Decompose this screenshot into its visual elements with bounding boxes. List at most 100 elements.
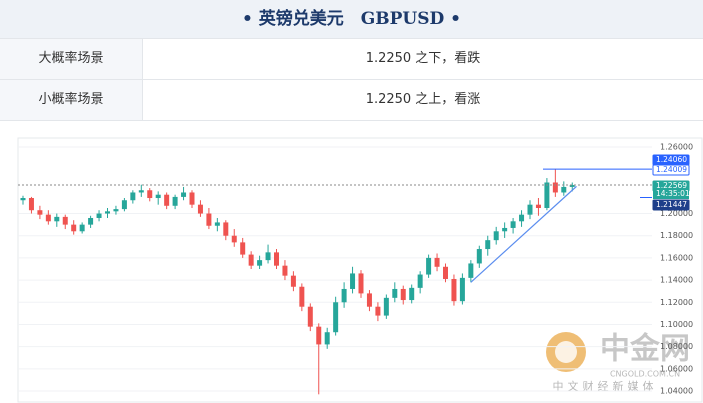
- candle-body: [324, 332, 330, 345]
- candle-body: [350, 273, 356, 289]
- candle-body: [527, 204, 533, 215]
- y-tick-label: 1.08000: [660, 342, 693, 351]
- candle-body: [552, 182, 558, 193]
- candle-body: [502, 227, 508, 232]
- candle-body: [400, 288, 406, 301]
- candle-body: [493, 231, 499, 241]
- watermark: 中金网 CNGOLD.COM.CN 中文财经新媒体: [546, 332, 690, 393]
- candle-body: [121, 200, 127, 210]
- candle-body: [358, 273, 364, 294]
- y-tick-label: 1.26000: [660, 143, 693, 152]
- chart-frame: [17, 137, 703, 403]
- candle-body: [138, 190, 144, 193]
- candle-body: [181, 192, 187, 197]
- watermark-tagline: 中文财经新媒体: [553, 379, 658, 393]
- cell: 小概率场景: [0, 80, 143, 120]
- y-tick-label: 1.18000: [660, 231, 693, 240]
- watermark-site: CNGOLD.COM.CN: [610, 370, 680, 379]
- candle-body: [366, 293, 372, 307]
- candle-body: [45, 214, 51, 222]
- candle-body: [164, 194, 170, 206]
- candle-body: [147, 190, 153, 199]
- candle-body: [341, 288, 347, 303]
- candle-body: [88, 217, 94, 225]
- candle-body: [113, 209, 119, 212]
- candle-body: [535, 204, 541, 208]
- candle-body: [155, 194, 161, 199]
- candle-body: [62, 216, 68, 225]
- candle-body: [299, 286, 305, 307]
- candle-body: [459, 277, 465, 302]
- divider: [0, 120, 703, 121]
- y-tick-label: 1.12000: [660, 298, 693, 307]
- candle-body: [434, 257, 440, 267]
- candle-body: [307, 306, 313, 327]
- cell: 1.2250 之下，看跌: [365, 51, 481, 66]
- candle-body: [197, 204, 203, 214]
- candle-body: [257, 260, 263, 266]
- candle-body: [248, 254, 254, 266]
- candle-body: [485, 240, 491, 250]
- y-tick-label: 1.04000: [660, 387, 693, 396]
- candle-body: [214, 222, 220, 226]
- candle-body: [476, 249, 482, 264]
- candle-body: [172, 196, 178, 206]
- candle-body: [544, 182, 550, 208]
- candle-body: [333, 302, 339, 333]
- price-label: 1.24060: [656, 155, 687, 164]
- y-tick-label: 1.20000: [660, 209, 693, 218]
- candle-body: [54, 216, 60, 222]
- candle-body: [206, 213, 212, 226]
- price-label: 1.22569: [656, 181, 687, 190]
- y-tick-label: 1.14000: [660, 276, 693, 285]
- candle-body: [316, 326, 322, 345]
- watermark-brand: 中金网: [600, 332, 690, 367]
- candle-body: [519, 214, 525, 222]
- candle-body: [79, 224, 85, 232]
- candle-body: [426, 257, 432, 275]
- price-label-box: [652, 199, 690, 211]
- candle-body: [282, 265, 288, 276]
- candle-body: [392, 288, 398, 298]
- table-row: 小概率场景 1.2250 之上，看涨: [0, 79, 703, 120]
- candle-body: [189, 192, 195, 205]
- candle-body: [417, 274, 423, 288]
- candle-body: [231, 235, 237, 243]
- trendline: [470, 185, 577, 283]
- candle-body: [223, 222, 229, 236]
- y-tick-label: 1.10000: [660, 320, 693, 329]
- candle-body: [468, 263, 474, 278]
- price-label: 1.21447: [656, 200, 687, 209]
- candle-body: [290, 275, 296, 287]
- logo: [555, 341, 577, 363]
- candle-body: [443, 266, 448, 279]
- candle-body: [510, 221, 516, 228]
- candle-body: [37, 210, 43, 215]
- table-row: 大概率场景 1.2250 之下，看跌: [0, 38, 703, 79]
- cell: 1.2250 之上，看涨: [365, 92, 481, 107]
- title: • 英镑兑美元 GBPUSD •: [0, 0, 703, 38]
- countdown: 14:35:01: [656, 189, 690, 198]
- candle-body: [409, 287, 415, 301]
- candle-body: [561, 186, 567, 193]
- price-label: 1.24009: [656, 165, 687, 174]
- candle-body: [105, 211, 110, 214]
- candle-body: [274, 252, 279, 266]
- candle-body: [71, 224, 77, 232]
- candle-body: [569, 185, 575, 187]
- price-label-box: [652, 164, 690, 176]
- candle-body: [265, 252, 271, 261]
- y-tick-label: 1.16000: [660, 253, 693, 262]
- candle-body: [240, 242, 246, 255]
- candle-body: [20, 198, 26, 201]
- countdown-box: [653, 189, 689, 199]
- candle-body: [130, 192, 136, 201]
- candle-body: [28, 198, 34, 211]
- candle-body: [383, 297, 389, 316]
- candle-body: [451, 278, 457, 302]
- cell: 大概率场景: [0, 39, 143, 79]
- candle-body: [96, 213, 102, 218]
- y-tick-label: 1.06000: [660, 364, 693, 373]
